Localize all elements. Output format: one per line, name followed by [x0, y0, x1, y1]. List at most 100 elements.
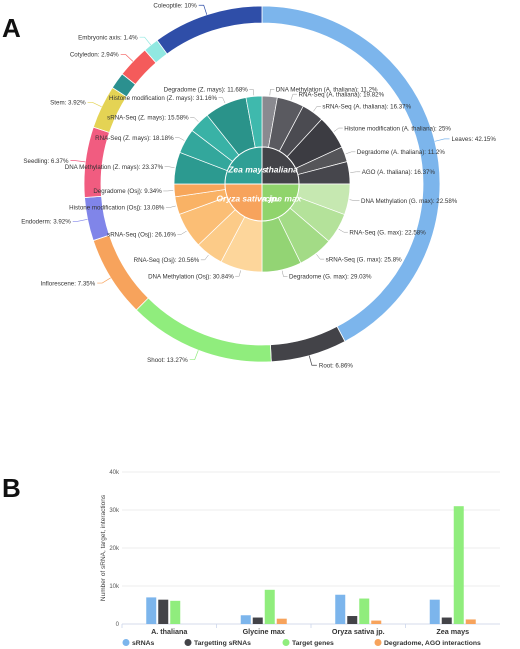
y-axis-title: Number of sRNA, target, interactions — [100, 494, 107, 601]
inner-connector-dna-methylation-z-mays — [164, 166, 175, 168]
x-tick-label-a-thaliana: A. thaliana — [151, 627, 188, 636]
inner-label-srna-seq-osj: sRNA-Seq (Osj): 26.16% — [107, 231, 176, 238]
outer-label-embryonic-axis: Embryonic axis: 1.4% — [78, 34, 138, 41]
panel-a-letter: A — [2, 13, 21, 43]
outer-label-seedling: Seedling: 6.37% — [23, 158, 69, 165]
legend-label-degradome-ago-interactions[interactable]: Degradome, AGO interactions — [384, 640, 481, 647]
center-label-a-thaliana: A. thaliana — [254, 165, 298, 175]
center-slice-oryza-sativa-jp — [224, 183, 263, 222]
outer-label-leaves: Leaves: 42.15% — [452, 136, 497, 143]
outer-label-coleoptile: Coleoptile: 10% — [153, 2, 197, 9]
outer-connector-embryonic-axis — [139, 36, 152, 46]
inner-connector-srna-seq-a-thaliana — [313, 106, 321, 112]
inner-label-degradome-z-mays: Degradome (Z. mays): 11.68% — [164, 87, 249, 94]
outer-label-stem: Stem: 3.92% — [50, 100, 86, 107]
bar-chart: 0 10k 20k 30k 40k Number of sRNA, target, int… — [100, 470, 500, 647]
legend-label-target-genes[interactable]: Target genes — [292, 640, 334, 647]
outer-label-endoderm: Endoderm: 3.92% — [21, 219, 71, 226]
outer-connector-leaves — [434, 138, 450, 142]
outer-label-cotyledon: Cotyledon: 2.94% — [70, 52, 119, 59]
bar-degradome-ago-interactions-oryza-sativa-jp[interactable] — [371, 620, 382, 624]
y-tick-label: 20k — [109, 546, 120, 552]
x-tick-label-zea-mays: Zea mays — [436, 627, 469, 636]
center-label-oryza-sativa-jp: Oryza sativa jp. — [216, 193, 278, 203]
outer-connector-shoot — [189, 350, 199, 360]
inner-connector-histone-modification-z-mays — [218, 97, 226, 104]
inner-connector-degradome-a-thaliana — [345, 151, 356, 155]
inner-label-dna-methylation-osj: DNA Methylation (Osj): 30.84% — [148, 273, 234, 280]
bar-srnas-glycine-max[interactable] — [240, 615, 251, 624]
outer-ring-slice-shoot — [135, 297, 272, 363]
inner-label-srna-seq-z-mays: sRNA-Seq (Z. mays): 15.58% — [107, 115, 189, 122]
legend-label-srnas[interactable]: sRNAs — [132, 640, 155, 647]
legend-marker-degradome-ago-interactions[interactable] — [374, 639, 382, 646]
outer-ring-slice-coleoptile — [156, 5, 263, 55]
inner-connector-degradome-z-mays — [249, 89, 255, 96]
y-tick-label: 40k — [109, 470, 120, 476]
panel-b-letter: B — [2, 473, 21, 503]
inner-label-rna-seq-a-thaliana: RNA-Seq (A. thaliana): 19.82% — [298, 91, 384, 98]
outer-label-shoot: Shoot: 13.27% — [147, 357, 188, 364]
inner-label-dna-methylation-g-max: DNA Methylation (G. max): 22.58% — [361, 198, 458, 205]
bar-srnas-oryza-sativa-jp[interactable] — [335, 594, 346, 624]
inner-label-histone-modification-osj: Histone modification (Osj): 13.08% — [69, 205, 165, 212]
y-tick-label: 10k — [109, 584, 120, 590]
outer-connector-cotyledon — [120, 54, 134, 62]
inner-connector-degradome-g-max — [281, 270, 288, 277]
outer-connector-endoderm — [72, 218, 88, 222]
bar-degradome-ago-interactions-zea-mays[interactable] — [465, 619, 476, 624]
bar-target-genes-oryza-sativa-jp[interactable] — [359, 598, 370, 624]
inner-label-degradome-g-max: Degradome (G. max): 29.03% — [289, 274, 372, 281]
inner-label-histone-modification-a-thaliana: Histone modification (A. thaliana): 25% — [344, 125, 451, 132]
outer-connector-stem — [87, 102, 102, 108]
outer-ring-slice-inflorescene — [92, 234, 149, 311]
bar-target-genes-zea-mays[interactable] — [453, 506, 464, 624]
bar-targetting-srnas-glycine-max[interactable] — [252, 617, 263, 624]
legend-marker-target-genes[interactable] — [282, 639, 290, 646]
outer-ring-slice-endoderm — [84, 195, 110, 242]
legend-marker-srnas[interactable] — [122, 639, 130, 646]
inner-connector-dna-methylation-osj — [235, 270, 241, 277]
outer-connector-root — [308, 355, 317, 366]
inner-connector-histone-modification-a-thaliana — [333, 127, 343, 132]
y-tick-label: 0 — [116, 622, 120, 628]
inner-label-rna-seq-osj: RNA-Seq (Osj): 20.56% — [134, 257, 200, 264]
center-slice-a-thaliana — [261, 146, 300, 185]
bar-target-genes-a-thaliana[interactable] — [170, 600, 181, 624]
inner-label-histone-modification-z-mays: Histone modification (Z. mays): 31.16% — [109, 95, 217, 102]
center-label-zea-mays: Zea mays — [227, 165, 267, 175]
legend-label-targetting-srnas[interactable]: Targetting sRNAs — [194, 640, 251, 647]
inner-label-rna-seq-g-max: RNA-Seq (G. max): 22.58% — [349, 229, 426, 236]
outer-label-inflorescene: Inflorescene: 7.35% — [41, 280, 96, 287]
legend-marker-targetting-srnas[interactable] — [184, 639, 192, 646]
inner-connector-rna-seq-a-thaliana — [290, 93, 297, 100]
center-label-glycine-max: Glycine max — [251, 193, 302, 203]
x-tick-label-glycine-max: Glycine max — [243, 627, 285, 636]
inner-label-dna-methylation-a-thaliana: DNA Methylation (A. thaliana): 11.2% — [276, 87, 378, 94]
inner-connector-dna-methylation-g-max — [349, 199, 360, 202]
bar-srnas-zea-mays[interactable] — [429, 599, 440, 624]
inner-connector-ago-a-thaliana — [350, 171, 361, 173]
bar-targetting-srnas-zea-mays[interactable] — [441, 617, 452, 624]
bar-target-genes-glycine-max[interactable] — [264, 589, 275, 624]
bar-targetting-srnas-a-thaliana[interactable] — [158, 599, 169, 624]
inner-label-srna-seq-a-thaliana: sRNA-Seq (A. thaliana): 16.37% — [322, 104, 411, 111]
outer-label-root: Root: 6.86% — [319, 362, 354, 369]
inner-label-srna-seq-g-max: sRNA-Seq (G. max): 25.8% — [326, 256, 402, 263]
outer-connector-coleoptile — [198, 4, 208, 15]
x-tick-label-oryza-sativa-jp: Oryza sativa jp. — [332, 627, 385, 636]
inner-label-degradome-osj: Degradome (Osj): 9.34% — [93, 188, 162, 195]
outer-connector-inflorescene — [97, 277, 111, 284]
center-slice-zea-mays — [224, 146, 263, 185]
inner-label-degradome-a-thaliana: Degradome (A. thaliana): 11.2% — [357, 149, 445, 156]
bar-targetting-srnas-oryza-sativa-jp[interactable] — [347, 616, 358, 624]
inner-connector-dna-methylation-a-thaliana — [269, 89, 275, 96]
bar-srnas-a-thaliana[interactable] — [146, 597, 157, 624]
inner-label-ago-a-thaliana: AGO (A. thaliana): 16.37% — [362, 169, 436, 176]
inner-label-dna-methylation-z-mays: DNA Methylation (Z. mays): 23.37% — [65, 164, 164, 171]
inner-label-rna-seq-z-mays: RNA-Seq (Z. mays): 18.18% — [95, 135, 174, 142]
center-slice-glycine-max — [261, 183, 300, 222]
bar-degradome-ago-interactions-glycine-max[interactable] — [276, 618, 287, 624]
inner-connector-srna-seq-osj — [177, 230, 187, 235]
